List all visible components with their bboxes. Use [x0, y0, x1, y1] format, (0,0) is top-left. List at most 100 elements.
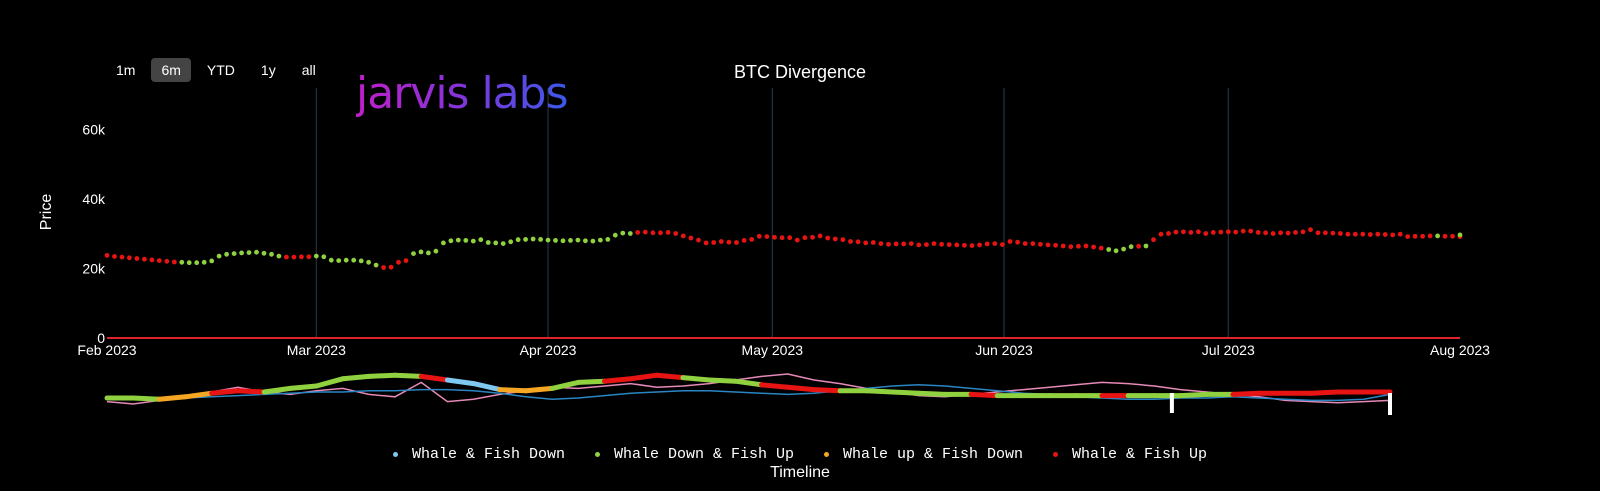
legend-item-whale-fish-up[interactable]: Whale & Fish Up: [1053, 446, 1207, 463]
price-point[interactable]: [508, 239, 514, 245]
price-point[interactable]: [696, 237, 701, 243]
price-point[interactable]: [939, 241, 944, 247]
price-point[interactable]: [832, 236, 838, 242]
price-point[interactable]: [411, 251, 416, 256]
price-point[interactable]: [343, 257, 349, 263]
price-point[interactable]: [893, 241, 899, 247]
price-point[interactable]: [1113, 248, 1119, 254]
price-point[interactable]: [1240, 228, 1246, 234]
price-point[interactable]: [1121, 246, 1126, 252]
price-point[interactable]: [186, 260, 192, 266]
price-point[interactable]: [635, 230, 641, 235]
price-point[interactable]: [104, 253, 110, 258]
price-point[interactable]: [1360, 231, 1366, 237]
price-point[interactable]: [1405, 234, 1411, 240]
price-point[interactable]: [231, 251, 237, 256]
price-point[interactable]: [1375, 231, 1381, 237]
price-point[interactable]: [1076, 243, 1081, 249]
price-point[interactable]: [878, 241, 884, 247]
price-point[interactable]: [810, 234, 815, 240]
price-point[interactable]: [1338, 231, 1343, 236]
price-point[interactable]: [239, 250, 245, 256]
price-point[interactable]: [560, 238, 566, 244]
price-point[interactable]: [1442, 233, 1448, 239]
price-point[interactable]: [470, 238, 476, 244]
price-point[interactable]: [1315, 230, 1321, 236]
price-point[interactable]: [1000, 242, 1005, 248]
legend-item-whale-up-fish-down[interactable]: Whale up & Fish Down: [824, 446, 1023, 463]
price-point[interactable]: [931, 241, 937, 247]
price-point[interactable]: [306, 254, 312, 260]
price-point[interactable]: [171, 259, 177, 265]
price-point[interactable]: [1030, 241, 1036, 247]
price-point[interactable]: [1218, 229, 1224, 235]
price-point[interactable]: [299, 254, 304, 260]
price-point[interactable]: [1136, 243, 1141, 249]
price-point[interactable]: [901, 241, 907, 247]
price-point[interactable]: [984, 241, 990, 247]
price-point[interactable]: [336, 258, 342, 263]
price-point[interactable]: [908, 241, 914, 247]
price-point[interactable]: [1022, 241, 1028, 247]
price-point[interactable]: [179, 259, 185, 265]
price-point[interactable]: [156, 258, 162, 263]
price-point[interactable]: [112, 254, 117, 259]
price-point[interactable]: [1233, 229, 1239, 235]
price-point[interactable]: [358, 258, 364, 264]
price-point[interactable]: [583, 238, 588, 244]
price-point[interactable]: [523, 237, 528, 242]
price-point[interactable]: [977, 242, 982, 248]
price-point[interactable]: [688, 235, 694, 241]
price-point[interactable]: [916, 242, 922, 248]
price-point[interactable]: [886, 241, 891, 247]
price-point[interactable]: [538, 237, 543, 242]
price-point[interactable]: [1330, 230, 1336, 236]
price-point[interactable]: [388, 264, 394, 270]
price-point[interactable]: [1435, 233, 1440, 239]
price-point[interactable]: [1210, 230, 1216, 235]
price-point[interactable]: [1060, 243, 1066, 249]
price-point[interactable]: [1045, 242, 1051, 248]
price-point[interactable]: [134, 256, 140, 261]
price-point[interactable]: [284, 254, 289, 260]
price-point[interactable]: [441, 240, 446, 246]
price-point[interactable]: [224, 251, 230, 257]
price-point[interactable]: [1203, 231, 1209, 236]
price-point[interactable]: [1367, 232, 1373, 237]
price-point[interactable]: [1106, 247, 1112, 252]
price-point[interactable]: [530, 236, 536, 242]
price-point[interactable]: [1068, 244, 1074, 250]
price-point[interactable]: [1270, 231, 1276, 236]
price-point[interactable]: [433, 248, 439, 254]
price-point[interactable]: [711, 240, 717, 245]
price-point[interactable]: [848, 239, 853, 244]
price-point[interactable]: [119, 254, 125, 260]
price-point[interactable]: [381, 265, 386, 270]
price-point[interactable]: [1173, 229, 1179, 235]
price-point[interactable]: [954, 242, 960, 248]
legend-item-whale-fish-down[interactable]: Whale & Fish Down: [392, 446, 565, 463]
price-point[interactable]: [254, 249, 259, 255]
price-point[interactable]: [276, 253, 282, 259]
price-point[interactable]: [863, 240, 869, 246]
price-point[interactable]: [825, 235, 831, 241]
price-point[interactable]: [650, 230, 656, 236]
price-point[interactable]: [149, 257, 155, 263]
price-point[interactable]: [328, 257, 334, 263]
price-point[interactable]: [1128, 244, 1134, 250]
price-point[interactable]: [1091, 244, 1096, 250]
price-point[interactable]: [620, 230, 626, 236]
price-point[interactable]: [485, 240, 491, 245]
price-point[interactable]: [1053, 242, 1058, 248]
navigator-handle-right[interactable]: [1388, 393, 1392, 415]
price-point[interactable]: [772, 234, 777, 240]
price-point[interactable]: [1007, 239, 1013, 244]
price-point[interactable]: [545, 237, 551, 243]
price-point[interactable]: [1188, 230, 1194, 235]
price-point[interactable]: [1397, 231, 1403, 237]
price-point[interactable]: [209, 258, 215, 264]
price-point[interactable]: [500, 241, 506, 247]
price-point[interactable]: [1015, 239, 1020, 245]
price-point[interactable]: [291, 254, 297, 260]
price-point[interactable]: [840, 237, 846, 243]
